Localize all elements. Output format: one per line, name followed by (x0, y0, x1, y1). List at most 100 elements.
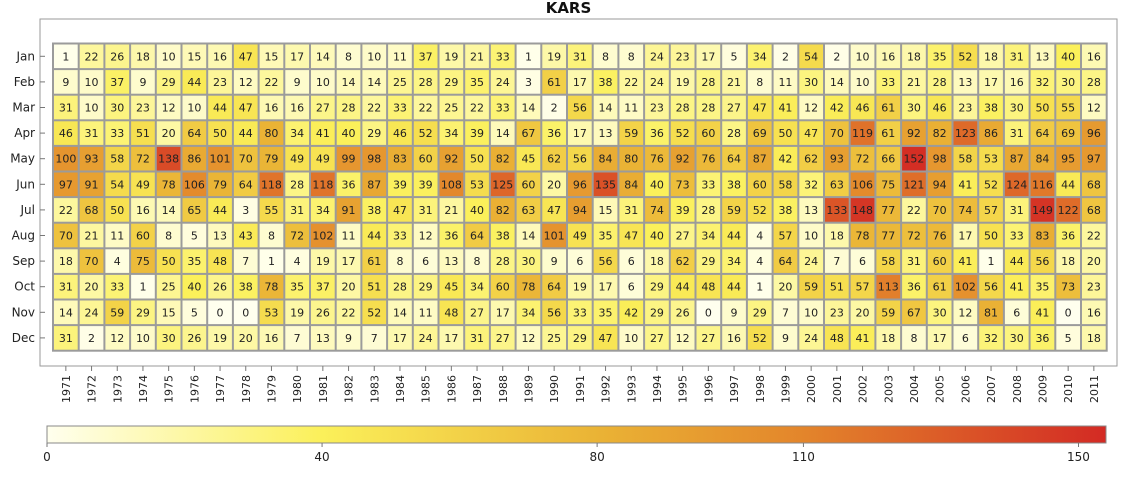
cell-value-label: 44 (213, 102, 227, 115)
heatmap-cell: 17 (979, 70, 1003, 94)
cell-rect (233, 274, 258, 299)
cell-value-label: 33 (496, 102, 510, 115)
cell-rect (1004, 95, 1029, 120)
cell-rect (645, 121, 669, 145)
heatmap-cell: 70 (79, 249, 104, 273)
heatmap-cell: 13 (593, 121, 618, 145)
heatmap-cell: 0 (208, 300, 232, 325)
cell-value-label: 12 (676, 332, 690, 345)
cell-rect (285, 146, 309, 171)
heatmap-cell: 99 (336, 146, 361, 171)
cell-value-label: 87 (753, 153, 767, 166)
cell-rect (259, 326, 284, 350)
cell-rect (850, 300, 875, 325)
heatmap-cell: 16 (131, 198, 155, 222)
heatmap-cell: 54 (105, 172, 130, 197)
heatmap-cell: 49 (311, 146, 335, 171)
heatmap-cell: 38 (593, 70, 618, 94)
heatmap-cell: 108 (439, 172, 464, 197)
heatmap-cell: 138 (156, 146, 181, 171)
cell-value-label: 10 (85, 102, 99, 115)
cell-rect (208, 44, 232, 69)
cell-rect (927, 326, 952, 350)
cell-rect (953, 326, 978, 350)
cell-value-label: 2 (833, 50, 840, 63)
cell-rect (799, 95, 823, 120)
cell-value-label: 10 (316, 76, 330, 89)
heatmap-cell: 92 (439, 146, 464, 171)
cell-rect (876, 121, 901, 145)
cell-value-label: 35 (933, 50, 947, 63)
heatmap-cell: 33 (105, 274, 130, 299)
cell-value-label: 60 (521, 178, 535, 191)
heatmap-cell: 28 (1082, 70, 1106, 94)
heatmap-cell: 29 (645, 300, 669, 325)
cell-value-label: 52 (984, 178, 998, 191)
heatmap-cell: 9 (285, 70, 309, 94)
heatmap-cell: 20 (233, 326, 258, 350)
cell-value-label: 50 (470, 153, 484, 166)
cell-value-label: 68 (1087, 178, 1101, 191)
heatmap-cell: 27 (645, 326, 669, 350)
heatmap-cell: 31 (1004, 121, 1029, 145)
cell-rect (516, 172, 541, 197)
heatmap-cell: 78 (156, 172, 181, 197)
heatmap-cell: 83 (388, 146, 412, 171)
cell-rect (208, 70, 232, 94)
x-tick-label: 2001 (831, 375, 844, 403)
cell-rect (156, 326, 181, 350)
heatmap-cell: 106 (182, 172, 207, 197)
cell-rect (105, 146, 130, 171)
cell-value-label: 41 (958, 178, 972, 191)
heatmap-cell: 55 (259, 198, 284, 222)
cell-rect (1004, 274, 1029, 299)
cell-rect (568, 95, 592, 120)
heatmap-cell: 56 (593, 249, 618, 273)
cell-rect (105, 326, 130, 350)
y-tick-label: Mar (12, 101, 35, 115)
cell-value-label: 45 (521, 153, 535, 166)
cell-value-label: 70 (239, 153, 253, 166)
cell-rect (670, 274, 695, 299)
cell-value-label: 56 (547, 306, 561, 319)
heatmap-cell: 51 (825, 274, 849, 299)
cell-rect (388, 300, 412, 325)
cell-value-label: 55 (1061, 102, 1075, 115)
cell-rect (747, 172, 772, 197)
colorbar (46, 425, 1107, 444)
cell-value-label: 49 (316, 153, 330, 166)
cell-value-label: 10 (136, 332, 150, 345)
heatmap-cell: 17 (568, 121, 592, 145)
x-tick-label: 1972 (86, 375, 99, 403)
cell-rect (542, 121, 566, 145)
cell-value-label: 49 (573, 230, 587, 243)
heatmap-cell: 21 (465, 44, 489, 69)
cell-value-label: 74 (650, 204, 664, 217)
heatmap-cell: 2 (825, 44, 849, 69)
cell-rect (105, 223, 130, 248)
cell-value-label: 51 (830, 281, 844, 294)
cell-value-label: 125 (492, 178, 513, 191)
heatmap-cell: 15 (182, 44, 207, 69)
cell-value-label: 22 (367, 102, 381, 115)
x-tick-label: 1979 (265, 375, 278, 403)
cell-rect (105, 44, 130, 69)
cell-rect (568, 300, 592, 325)
cell-rect (568, 121, 592, 145)
heatmap-cell: 67 (902, 300, 926, 325)
cell-value-label: 1 (268, 255, 275, 268)
cell-value-label: 61 (881, 102, 895, 115)
cell-rect (747, 198, 772, 222)
cell-value-label: 56 (573, 102, 587, 115)
cell-rect (336, 121, 361, 145)
heatmap-cell: 47 (799, 121, 823, 145)
cell-value-label: 62 (547, 153, 561, 166)
heatmap-cell: 13 (953, 70, 978, 94)
cell-value-label: 38 (727, 178, 741, 191)
heatmap-cell: 18 (54, 249, 78, 273)
cell-value-label: 0 (217, 306, 224, 319)
cell-rect (773, 146, 798, 171)
heatmap-cell: 68 (1082, 172, 1106, 197)
cell-rect (362, 44, 387, 69)
heatmap-cell: 61 (362, 249, 387, 273)
